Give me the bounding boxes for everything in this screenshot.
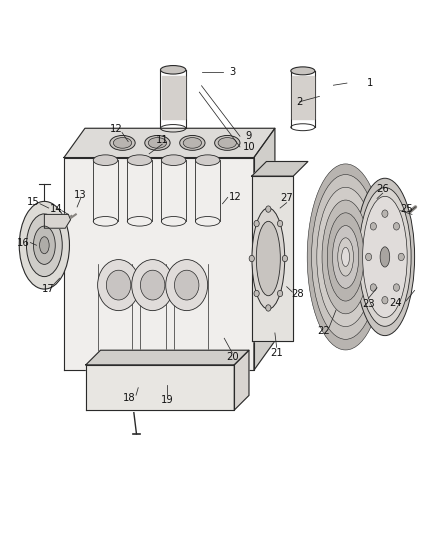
Text: 1: 1 xyxy=(367,78,373,88)
Ellipse shape xyxy=(355,178,415,336)
Circle shape xyxy=(141,270,165,300)
Ellipse shape xyxy=(322,200,369,314)
Ellipse shape xyxy=(160,66,186,74)
Text: 13: 13 xyxy=(74,190,87,200)
Circle shape xyxy=(174,270,199,300)
Text: 17: 17 xyxy=(42,284,54,294)
Text: 2: 2 xyxy=(297,96,303,107)
Ellipse shape xyxy=(256,221,280,296)
Circle shape xyxy=(398,253,404,261)
Polygon shape xyxy=(64,128,275,158)
Circle shape xyxy=(393,223,399,230)
Circle shape xyxy=(283,255,288,262)
Polygon shape xyxy=(86,350,249,365)
Text: 10: 10 xyxy=(242,142,255,152)
Text: 11: 11 xyxy=(156,135,169,145)
Ellipse shape xyxy=(183,138,201,148)
Ellipse shape xyxy=(252,208,285,309)
Circle shape xyxy=(382,210,388,217)
Text: 24: 24 xyxy=(389,297,402,308)
Ellipse shape xyxy=(127,155,152,165)
Circle shape xyxy=(370,223,376,230)
Circle shape xyxy=(366,253,371,261)
Ellipse shape xyxy=(148,138,166,148)
Circle shape xyxy=(249,255,254,262)
Ellipse shape xyxy=(359,188,411,326)
Ellipse shape xyxy=(327,213,364,301)
Polygon shape xyxy=(252,176,293,341)
Text: 12: 12 xyxy=(110,124,123,134)
Circle shape xyxy=(382,296,388,304)
Ellipse shape xyxy=(317,187,374,327)
Text: 12: 12 xyxy=(229,192,241,203)
Ellipse shape xyxy=(307,164,384,350)
Text: 3: 3 xyxy=(229,68,235,77)
Ellipse shape xyxy=(215,135,240,150)
Polygon shape xyxy=(64,158,254,370)
Ellipse shape xyxy=(113,138,132,148)
Text: 16: 16 xyxy=(17,238,30,247)
Text: 27: 27 xyxy=(280,193,293,204)
Polygon shape xyxy=(86,365,234,410)
Circle shape xyxy=(98,260,140,311)
Ellipse shape xyxy=(342,247,350,266)
Ellipse shape xyxy=(380,247,390,267)
Text: 19: 19 xyxy=(161,395,174,406)
Circle shape xyxy=(277,220,283,227)
Circle shape xyxy=(277,290,283,297)
Ellipse shape xyxy=(161,155,186,165)
Text: 20: 20 xyxy=(226,352,238,362)
Ellipse shape xyxy=(195,155,220,165)
Ellipse shape xyxy=(332,225,359,288)
Ellipse shape xyxy=(93,155,118,165)
Ellipse shape xyxy=(363,196,407,318)
Ellipse shape xyxy=(26,214,62,277)
Circle shape xyxy=(106,270,131,300)
Circle shape xyxy=(132,260,173,311)
Text: 26: 26 xyxy=(376,184,389,195)
Text: 9: 9 xyxy=(246,131,252,141)
Ellipse shape xyxy=(180,135,205,150)
Text: 14: 14 xyxy=(50,204,63,214)
Ellipse shape xyxy=(110,135,135,150)
Circle shape xyxy=(393,284,399,291)
Text: 28: 28 xyxy=(291,289,304,299)
Ellipse shape xyxy=(311,174,380,340)
Circle shape xyxy=(266,305,271,311)
Ellipse shape xyxy=(291,67,315,75)
Polygon shape xyxy=(162,76,184,119)
Circle shape xyxy=(254,220,259,227)
Polygon shape xyxy=(234,350,249,410)
Text: 21: 21 xyxy=(270,348,283,358)
Ellipse shape xyxy=(19,201,70,289)
Ellipse shape xyxy=(33,226,55,264)
Text: 15: 15 xyxy=(27,197,40,207)
Text: 18: 18 xyxy=(123,393,136,403)
Ellipse shape xyxy=(39,237,49,254)
Circle shape xyxy=(266,206,271,212)
Polygon shape xyxy=(254,128,275,370)
Text: 22: 22 xyxy=(318,326,330,336)
Text: 25: 25 xyxy=(400,204,413,214)
Circle shape xyxy=(166,260,208,311)
Polygon shape xyxy=(44,214,71,228)
Text: 23: 23 xyxy=(362,298,374,309)
Ellipse shape xyxy=(338,238,353,276)
Circle shape xyxy=(254,290,259,297)
Ellipse shape xyxy=(218,138,237,148)
Polygon shape xyxy=(292,76,314,119)
Polygon shape xyxy=(252,161,308,176)
Circle shape xyxy=(370,284,376,291)
Ellipse shape xyxy=(145,135,170,150)
